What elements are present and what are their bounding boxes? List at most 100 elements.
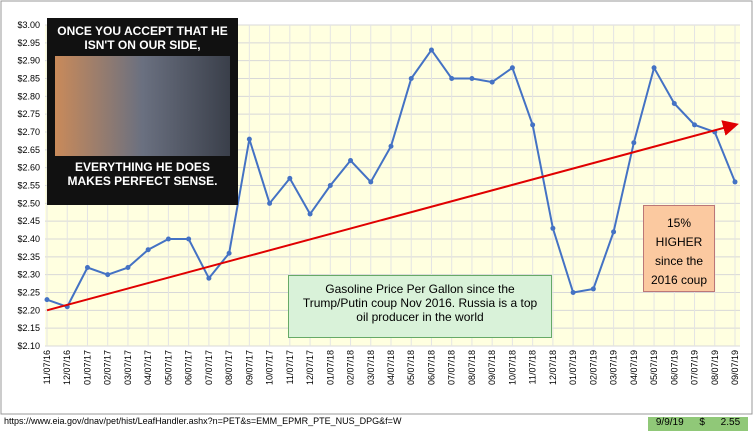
y-tick-label: $2.20 — [17, 305, 40, 315]
y-tick-label: $2.10 — [17, 341, 40, 351]
x-tick-label: 01/07/18 — [325, 350, 335, 385]
data-point — [267, 200, 273, 206]
y-tick-label: $2.75 — [17, 109, 40, 119]
x-tick-label: 02/07/19 — [588, 350, 598, 385]
y-tick-label: $2.60 — [17, 163, 40, 173]
x-tick-label: 02/07/18 — [346, 350, 356, 385]
data-point — [732, 179, 738, 185]
data-point — [469, 76, 475, 81]
x-tick-label: 10/07/18 — [507, 350, 517, 385]
x-tick-label: 03/07/17 — [123, 350, 133, 385]
x-tick-label: 08/07/19 — [710, 350, 720, 385]
data-point — [145, 247, 151, 253]
x-tick-label: 08/07/18 — [467, 350, 477, 385]
latest-price: 9/9/19 $ 2.55 — [648, 417, 748, 431]
x-tick-label: 09/07/19 — [730, 350, 740, 385]
y-tick-label: $2.25 — [17, 288, 40, 298]
x-tick-label: 04/07/18 — [386, 350, 396, 385]
x-tick-label: 06/07/19 — [669, 350, 679, 385]
currency: $ — [699, 417, 705, 428]
x-tick-label: 12/07/16 — [62, 350, 72, 385]
x-tick-label: 07/07/17 — [204, 350, 214, 385]
data-point — [449, 76, 455, 81]
latest-date: 9/9/19 — [655, 417, 684, 428]
y-tick-label: $2.65 — [17, 145, 40, 155]
data-point — [388, 143, 394, 149]
source-url: https://www.eia.gov/dnav/pet/hist/LeafHa… — [4, 416, 402, 426]
x-tick-label: 06/07/17 — [184, 350, 194, 385]
y-tick-label: $2.30 — [17, 270, 40, 280]
x-tick-label: 09/07/18 — [487, 350, 497, 385]
meme-image: ONCE YOU ACCEPT THAT HE ISN'T ON OUR SID… — [47, 18, 238, 205]
x-tick-label: 11/07/16 — [42, 350, 52, 384]
data-point — [348, 158, 354, 164]
data-point — [550, 225, 556, 231]
y-tick-label: $2.15 — [17, 323, 40, 333]
x-tick-label: 03/07/19 — [609, 350, 619, 385]
x-tick-label: 04/07/19 — [629, 350, 639, 385]
y-tick-label: $2.90 — [17, 56, 40, 66]
x-tick-label: 11/07/18 — [528, 350, 538, 384]
data-point — [671, 100, 677, 106]
data-point — [84, 265, 90, 271]
y-tick-label: $2.70 — [17, 127, 40, 137]
data-point — [44, 297, 50, 303]
x-tick-label: 03/07/18 — [366, 350, 376, 385]
data-point — [651, 65, 657, 71]
x-tick-label: 12/07/17 — [305, 350, 315, 385]
data-point — [509, 65, 515, 71]
data-point — [590, 286, 596, 292]
x-tick-label: 01/07/19 — [568, 350, 578, 385]
data-point — [287, 175, 293, 181]
y-tick-label: $2.40 — [17, 234, 40, 244]
x-tick-label: 09/07/17 — [244, 350, 254, 385]
x-tick-label: 04/07/17 — [143, 350, 153, 385]
y-tick-label: $2.50 — [17, 198, 40, 208]
x-tick-label: 07/07/18 — [447, 350, 457, 385]
data-point — [368, 179, 374, 185]
data-point — [327, 183, 333, 188]
data-point — [428, 47, 434, 53]
data-point — [631, 140, 637, 146]
y-tick-label: $2.55 — [17, 181, 40, 191]
data-point — [186, 236, 192, 242]
data-point — [611, 229, 617, 235]
x-tick-label: 08/07/17 — [224, 350, 234, 385]
y-tick-label: $2.45 — [17, 216, 40, 226]
x-tick-label: 05/07/17 — [163, 350, 173, 385]
photo — [55, 56, 230, 156]
data-point — [165, 236, 171, 242]
data-point — [226, 250, 232, 256]
y-tick-label: $3.00 — [17, 20, 40, 30]
x-tick-label: 05/07/18 — [406, 350, 416, 385]
data-point — [408, 76, 414, 81]
data-point — [307, 211, 313, 217]
data-point — [692, 122, 698, 128]
x-tick-label: 05/07/19 — [649, 350, 659, 385]
meme-bottom-text: EVERYTHING HE DOES MAKES PERFECT SENSE. — [67, 160, 218, 188]
data-point — [105, 272, 111, 278]
x-tick-label: 02/07/17 — [103, 350, 113, 385]
x-tick-label: 10/07/17 — [265, 350, 275, 385]
trend-arrow — [46, 120, 739, 312]
note-box: Gasoline Price Per Gallon since the Trum… — [288, 275, 552, 338]
data-point — [206, 275, 212, 281]
x-tick-label: 11/07/17 — [285, 350, 295, 384]
data-point — [246, 136, 252, 142]
data-point — [489, 79, 495, 85]
x-tick-label: 06/07/18 — [426, 350, 436, 385]
latest-value: 2.55 — [720, 417, 741, 428]
x-tick-label: 12/07/18 — [548, 350, 558, 385]
data-point — [530, 122, 536, 128]
callout-box: 15% HIGHER since the 2016 coup — [643, 205, 715, 292]
data-point — [570, 290, 576, 295]
x-tick-label: 07/07/19 — [690, 350, 700, 385]
y-tick-label: $2.80 — [17, 91, 40, 101]
x-tick-label: 01/07/17 — [82, 350, 92, 385]
y-tick-label: $2.35 — [17, 252, 40, 262]
y-tick-label: $2.95 — [17, 38, 40, 48]
y-tick-label: $2.85 — [17, 74, 40, 84]
data-point — [125, 265, 131, 271]
meme-top-text: ONCE YOU ACCEPT THAT HE ISN'T ON OUR SID… — [57, 24, 228, 52]
